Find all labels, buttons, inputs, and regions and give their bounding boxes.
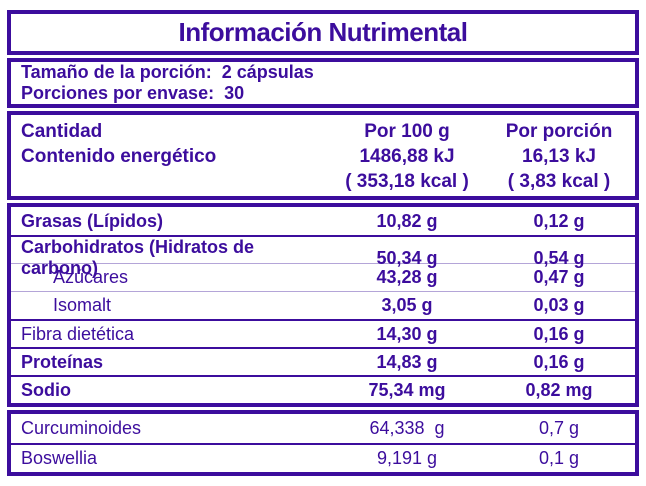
per-portion-column-header: Por porción 16,13 kJ ( 3,83 kcal ) (505, 121, 613, 192)
serving-size-label: Tamaño de la porción: (21, 62, 212, 82)
nutrients-box: Grasas (Lípidos) 10,82 g 0,12 g Carbohid… (7, 203, 639, 407)
amount-header-line1: Cantidad (21, 121, 103, 142)
per-100g-value: 50,34 g (376, 247, 438, 268)
nutrient-name: Proteínas (21, 351, 104, 372)
page-title: Información Nutrimental (178, 17, 468, 47)
nutrient-name: Curcuminoides (21, 418, 142, 438)
table-row-curcuminoids: Curcuminoides 64,338 g 0,7 g (11, 414, 635, 443)
extras-box: Curcuminoides 64,338 g 0,7 g Boswellia 9… (7, 410, 639, 476)
amount-header: Cantidad Contenido energético (11, 119, 331, 169)
servings-per-container-line: Porciones por envase: 30 (21, 83, 625, 104)
per-portion-value: 0,16 g (533, 323, 585, 344)
table-row-carbohydrates: Carbohidratos (Hidratos de carbono) 50,3… (11, 235, 635, 278)
per-100g-value: 14,30 g (376, 323, 438, 344)
per-100g-value: 43,28 g (376, 267, 438, 287)
table-row-boswellia: Boswellia 9,191 g 0,1 g (11, 443, 635, 472)
nutrition-facts-label: Información Nutrimental Tamaño de la por… (7, 10, 639, 479)
table-row-sugars: Azúcares 43,28 g 0,47 g (11, 263, 635, 291)
per-portion-value: 0,03 g (533, 295, 585, 315)
servings-per-container-value: 30 (224, 83, 245, 103)
amount-header-line2: Contenido energético (21, 146, 217, 167)
per-100g-value: 3,05 g (381, 295, 433, 315)
table-row-proteins: Proteínas 14,83 g 0,16 g (11, 347, 635, 375)
nutrient-name: Sodio (21, 379, 71, 400)
per-portion-value: 0,54 g (533, 247, 585, 268)
serving-info-box: Tamaño de la porción: 2 cápsulas Porcione… (7, 58, 639, 108)
nutrient-name: Carbohidratos (Hidratos de carbono) (21, 237, 255, 278)
table-row-fats: Grasas (Lípidos) 10,82 g 0,12 g (11, 207, 635, 235)
per-100g-value: 9,191 g (376, 448, 438, 468)
per-portion-value: 0,16 g (533, 351, 585, 372)
title-box: Información Nutrimental (7, 10, 639, 55)
per-100g-value: 14,83 g (376, 351, 438, 372)
per-portion-value: 0,12 g (533, 210, 585, 231)
per-100g-value: 75,34 mg (368, 379, 446, 400)
per-portion-value: 0,7 g (538, 418, 580, 438)
serving-size-value: 2 cápsulas (221, 62, 314, 82)
nutrient-name: Boswellia (21, 448, 98, 468)
table-row-isomalt: Isomalt 3,05 g 0,03 g (11, 291, 635, 319)
per-100g-column-header: Por 100 g 1486,88 kJ ( 353,18 kcal ) (345, 121, 469, 192)
nutrient-name: Fibra dietética (21, 323, 135, 344)
nutrient-name: Grasas (Lípidos) (21, 210, 164, 231)
nutrient-name: Isomalt (53, 295, 112, 315)
table-row-dietary-fiber: Fibra dietética 14,30 g 0,16 g (11, 319, 635, 347)
per-portion-value: 0,1 g (538, 448, 580, 468)
nutrient-name: Azúcares (53, 267, 129, 287)
per-portion-value: 0,47 g (533, 267, 585, 287)
energy-header-box: Cantidad Contenido energético Por 100 g … (7, 111, 639, 200)
serving-size-line: Tamaño de la porción: 2 cápsulas (21, 62, 625, 83)
table-row-sodium: Sodio 75,34 mg 0,82 mg (11, 375, 635, 403)
servings-per-container-label: Porciones por envase: (21, 83, 215, 103)
per-portion-value: 0,82 mg (525, 379, 593, 400)
per-100g-value: 10,82 g (376, 210, 438, 231)
per-100g-value: 64,338 g (369, 418, 445, 438)
